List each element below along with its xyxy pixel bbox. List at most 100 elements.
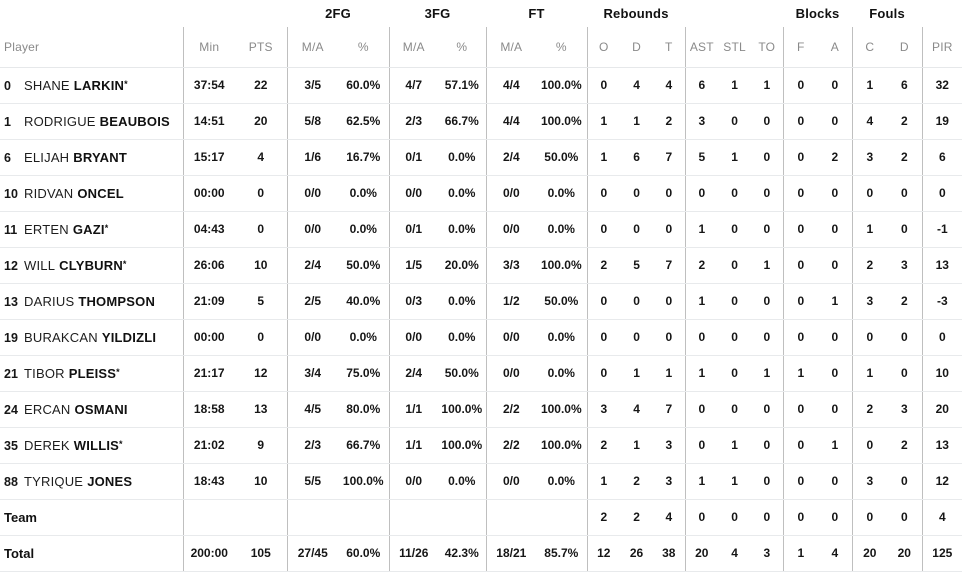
player-cell[interactable]: 88 TYRIQUE JONES (0, 463, 183, 500)
player-row: 19 BURAKCAN YILDIZLI 00:00 0 0/0 0.0% 0/0 0.0% 0/… (0, 319, 962, 356)
stat-cell: 1 (684, 463, 719, 500)
stat-cell: 42.3% (438, 535, 487, 572)
player-last-name: YILDIZLI (101, 329, 157, 345)
player-last-name: BRYANT (73, 149, 127, 165)
stat-cell: 0 (653, 283, 686, 320)
player-last-name: JONES (87, 473, 133, 489)
stat-cell: 1/2 (485, 283, 537, 320)
stat-cell: 0 (653, 211, 686, 248)
stat-cell: 12 (235, 355, 287, 392)
stat-cell: 1/5 (388, 247, 439, 284)
stat-cell: 100.0% (536, 247, 588, 284)
player-cell[interactable]: 1 RODRIGUE BEAUBOIS (0, 103, 183, 140)
total-row: Total 200:00 105 27/45 60.0% 11/26 42.3% 18/21 8… (0, 535, 962, 572)
stat-cell: 2 (620, 463, 654, 500)
stat-cell: 0/1 (388, 211, 439, 248)
stat-cell: 4 (235, 139, 287, 176)
stat-cell: 0 (718, 103, 752, 140)
col-header-min: Min (182, 27, 235, 68)
stat-cell: 0.0% (438, 139, 487, 176)
stat-cell: 1 (586, 463, 621, 500)
stat-cell: 0.0% (338, 319, 390, 356)
stat-cell: 80.0% (338, 391, 390, 428)
player-cell[interactable]: 35 DEREK WILLIS* (0, 427, 183, 464)
player-first-name: SHANE (24, 77, 70, 93)
stat-cell: 20 (921, 391, 962, 428)
stat-cell: 0 (782, 211, 819, 248)
stat-cell (388, 499, 439, 536)
player-cell[interactable]: 11 ERTEN GAZI* (0, 211, 183, 248)
stat-cell: 0 (887, 499, 923, 536)
col-header-to: TO (751, 27, 784, 68)
player-cell[interactable]: 21 TIBOR PLEISS* (0, 355, 183, 392)
stat-cell: 6 (921, 139, 962, 176)
starter-mark: * (116, 366, 120, 377)
stat-cell: 85.7% (536, 535, 588, 572)
stat-cell: 0 (818, 67, 853, 104)
stat-cell: 0 (751, 463, 784, 500)
stat-cell: 2 (586, 247, 621, 284)
stat-cell: 2/4 (286, 247, 338, 284)
player-cell[interactable]: 19 BURAKCAN YILDIZLI (0, 319, 183, 356)
stat-cell: 0 (718, 247, 752, 284)
stat-cell: 0/0 (485, 319, 537, 356)
stat-cell: 0 (751, 319, 784, 356)
stat-cell: 2 (887, 103, 923, 140)
stat-cell: 4 (718, 535, 752, 572)
stat-cell: 1 (586, 139, 621, 176)
stat-cell: 3 (653, 427, 686, 464)
stat-cell: 0 (782, 499, 819, 536)
stat-cell: 6 (684, 67, 719, 104)
col-header-reb-t: T (653, 27, 686, 68)
jersey-number: 24 (4, 402, 18, 417)
stat-cell: 1 (620, 427, 654, 464)
player-cell[interactable]: 13 DARIUS THOMPSON (0, 283, 183, 320)
stat-cell: 4/4 (485, 103, 537, 140)
stat-cell: 0 (782, 247, 819, 284)
jersey-number: 6 (4, 150, 11, 165)
player-last-name: LARKIN (73, 77, 125, 93)
stat-cell: 4 (620, 67, 654, 104)
stat-cell: 1 (620, 355, 654, 392)
stat-cell: 13 (235, 391, 287, 428)
stat-cell: 18:58 (182, 391, 235, 428)
stat-cell: 0 (818, 103, 853, 140)
col-header-2fg-ma: M/A (286, 27, 338, 68)
stat-cell: 3 (851, 463, 888, 500)
stat-cell: 10 (235, 463, 287, 500)
stat-cell: 4 (620, 391, 654, 428)
stat-cell: 1 (718, 427, 752, 464)
stat-cell: 0 (751, 103, 784, 140)
stat-cell: 3/4 (286, 355, 338, 392)
row-label-cell: Team (0, 499, 183, 536)
stat-cell: 0/0 (286, 319, 338, 356)
jersey-number: 13 (4, 294, 18, 309)
stat-cell: 13 (921, 247, 962, 284)
stat-cell (485, 499, 537, 536)
player-cell[interactable]: 0 SHANE LARKIN* (0, 67, 183, 104)
player-cell[interactable]: 10 RIDVAN ONCEL (0, 175, 183, 212)
player-cell[interactable]: 12 WILL CLYBURN* (0, 247, 183, 284)
stat-cell: 20 (887, 535, 923, 572)
stat-cell: 0.0% (438, 175, 487, 212)
row-label: Team (4, 509, 37, 525)
stat-cell: 16.7% (338, 139, 390, 176)
stat-cell: 0 (782, 391, 819, 428)
stat-cell: 0 (921, 175, 962, 212)
stat-cell: 0 (684, 319, 719, 356)
stat-cell: 2 (887, 283, 923, 320)
stat-cell: 0 (620, 283, 654, 320)
player-cell[interactable]: 24 ERCAN OSMANI (0, 391, 183, 428)
stat-cell: 0 (782, 67, 819, 104)
player-row: 88 TYRIQUE JONES 18:43 10 5/5 100.0% 0/0 0.0% 0/0… (0, 463, 962, 500)
player-first-name: BURAKCAN (24, 329, 98, 345)
stat-cell: 11/26 (388, 535, 439, 572)
stat-cell: 2/2 (485, 427, 537, 464)
player-cell[interactable]: 6 ELIJAH BRYANT (0, 139, 183, 176)
stat-cell: 12 (921, 463, 962, 500)
starter-mark: * (104, 222, 109, 233)
jersey-number: 88 (4, 474, 18, 489)
stat-cell: 0/0 (388, 175, 439, 212)
player-last-name: ONCEL (77, 185, 124, 201)
